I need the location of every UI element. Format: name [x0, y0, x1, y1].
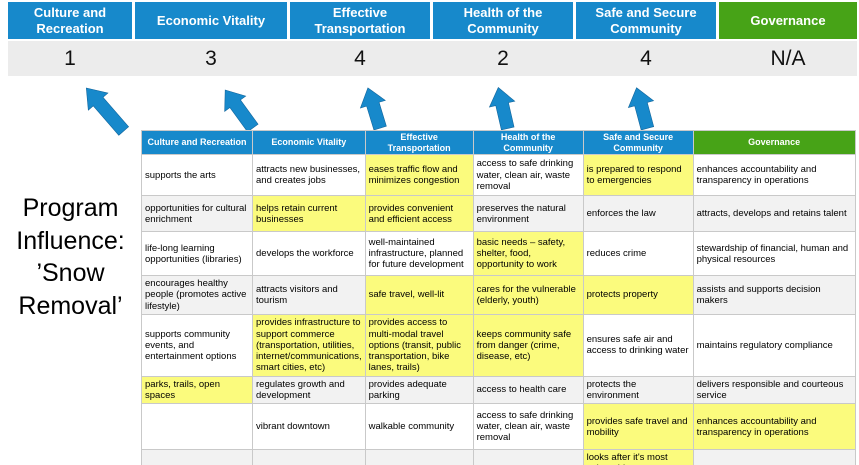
- table-row: supports community events, and entertain…: [141, 313, 856, 377]
- matrix-cell: enhances accountability and transparency…: [692, 154, 856, 197]
- matrix-body: supports the arts attracts new businesses…: [141, 154, 856, 465]
- matrix-cell: cares for the vulnerable (elderly, youth…: [472, 275, 584, 315]
- matrix-cell: well-maintained infrastructure, planned …: [364, 231, 474, 277]
- matrix-cell: looks after it's most vulnerable: [582, 449, 694, 465]
- matrix-cell: stewardship of financial, human and phys…: [692, 231, 856, 277]
- matrix-header-row: Culture and Recreation Economic Vitality E…: [141, 129, 856, 156]
- score-safe-secure-community: 4: [640, 46, 652, 70]
- matrix-cell: keeps community safe from danger (crime,…: [472, 313, 584, 377]
- matrix-cell: assists and supports decision makers: [692, 275, 856, 315]
- matrix-cell: access to safe drinking water, clean air…: [472, 154, 584, 197]
- matrix-cell: encourages healthy people (promotes acti…: [141, 275, 253, 315]
- table-row: supports the arts attracts new businesses…: [141, 154, 856, 197]
- matrix-cell: supports community events, and entertain…: [141, 313, 253, 377]
- matrix-cell: attracts visitors and tourism: [252, 275, 366, 315]
- matrix-cell: provides infrastructure to support comme…: [252, 313, 366, 377]
- score-economic-vitality: 3: [205, 46, 217, 70]
- program-title: Program Influence: ’Snow Removal’: [16, 194, 125, 320]
- matrix-cell: attracts new businesses, and creates job…: [252, 154, 366, 197]
- matrix-cell: maintains regulatory compliance: [692, 313, 856, 377]
- up-arrow-icon: [627, 87, 655, 131]
- matrix-header-row: Culture and Recreation Economic Vitality E…: [141, 129, 856, 156]
- matrix-cell: safe travel, well-lit: [364, 275, 474, 315]
- matrix-cell: [692, 449, 856, 465]
- matrix-header-cell: Economic Vitality: [252, 129, 366, 156]
- matrix-cell: helps retain current businesses: [252, 195, 366, 233]
- matrix-cell: vibrant downtown: [252, 403, 366, 451]
- matrix-header-cell: Safe and Secure Community: [582, 129, 694, 156]
- score-row: 1 3 4 2 4 N/A: [8, 41, 857, 76]
- table-row: encourages healthy people (promotes acti…: [141, 275, 856, 315]
- matrix-header-cell: Governance: [692, 129, 856, 156]
- table-row: vibrant downtown walkable community access…: [141, 403, 856, 451]
- pillar-header-effective-transportation: Effective Transportation: [290, 2, 430, 39]
- matrix-cell: protects property: [582, 275, 694, 315]
- up-arrow-icon: [359, 87, 387, 131]
- pillar-header-culture-recreation: Culture and Recreation: [8, 2, 132, 39]
- pillar-header-economic-vitality: Economic Vitality: [135, 2, 287, 39]
- pillar-header-safe-secure-community: Safe and Secure Community: [576, 2, 716, 39]
- score-effective-transportation: 4: [354, 46, 366, 70]
- matrix-cell: [252, 449, 366, 465]
- score-health-community: 2: [497, 46, 509, 70]
- table-row: parks, trails, open spaces regulates grow…: [141, 375, 856, 405]
- matrix-cell: provides convenient and efficient access: [364, 195, 474, 233]
- pillar-header-governance: Governance: [719, 2, 857, 39]
- pillar-header-health-community: Health of the Community: [433, 2, 573, 39]
- matrix-header-cell: Health of the Community: [472, 129, 584, 156]
- matrix-cell: provides access to multi-modal travel op…: [364, 313, 474, 377]
- matrix-cell: parks, trails, open spaces: [141, 375, 253, 405]
- matrix-cell: basic needs – safety, shelter, food, opp…: [472, 231, 584, 277]
- matrix-cell: eases traffic flow and minimizes congest…: [364, 154, 474, 197]
- score-governance: N/A: [770, 46, 806, 70]
- matrix-cell: develops the workforce: [252, 231, 366, 277]
- matrix-cell: opportunities for cultural enrichment: [141, 195, 253, 233]
- matrix-cell: protects the environment: [582, 375, 694, 405]
- matrix-cell: [364, 449, 474, 465]
- matrix-cell: enforces the law: [582, 195, 694, 233]
- up-arrow-icon: [85, 87, 130, 136]
- matrix-header-cell: Effective Transportation: [364, 129, 474, 156]
- matrix-cell: access to safe drinking water, clean air…: [472, 403, 584, 451]
- matrix-cell: enhances accountability and transparency…: [692, 403, 856, 451]
- influence-matrix: Culture and Recreation Economic Vitality E…: [141, 129, 856, 465]
- matrix-cell: [472, 449, 584, 465]
- matrix-cell: access to health care: [472, 375, 584, 405]
- matrix-cell: supports the arts: [141, 154, 253, 197]
- matrix-cell: ensures safe air and access to drinking …: [582, 313, 694, 377]
- matrix-cell: [141, 403, 253, 451]
- matrix-cell: life-long learning opportunities (librar…: [141, 231, 253, 277]
- up-arrow-icon: [224, 89, 259, 133]
- matrix-cell: provides safe travel and mobility: [582, 403, 694, 451]
- matrix-cell: [141, 449, 253, 465]
- up-arrow-icon: [488, 87, 516, 131]
- matrix-cell: delivers responsible and courteous servi…: [692, 375, 856, 405]
- pillar-header-row: Culture and Recreation Economic Vitality…: [8, 2, 857, 39]
- matrix-header-cell: Culture and Recreation: [141, 129, 253, 156]
- table-row: life-long learning opportunities (librar…: [141, 231, 856, 277]
- matrix-cell: is prepared to respond to emergencies: [582, 154, 694, 197]
- matrix-cell: walkable community: [364, 403, 474, 451]
- matrix-cell: reduces crime: [582, 231, 694, 277]
- score-culture-recreation: 1: [64, 46, 76, 70]
- table-row: opportunities for cultural enrichment hel…: [141, 195, 856, 233]
- matrix-cell: provides adequate parking: [364, 375, 474, 405]
- table-row: looks after it's most vulnerable: [141, 449, 856, 465]
- matrix-cell: regulates growth and development: [252, 375, 366, 405]
- matrix-cell: preserves the natural environment: [472, 195, 584, 233]
- matrix-cell: attracts, develops and retains talent: [692, 195, 856, 233]
